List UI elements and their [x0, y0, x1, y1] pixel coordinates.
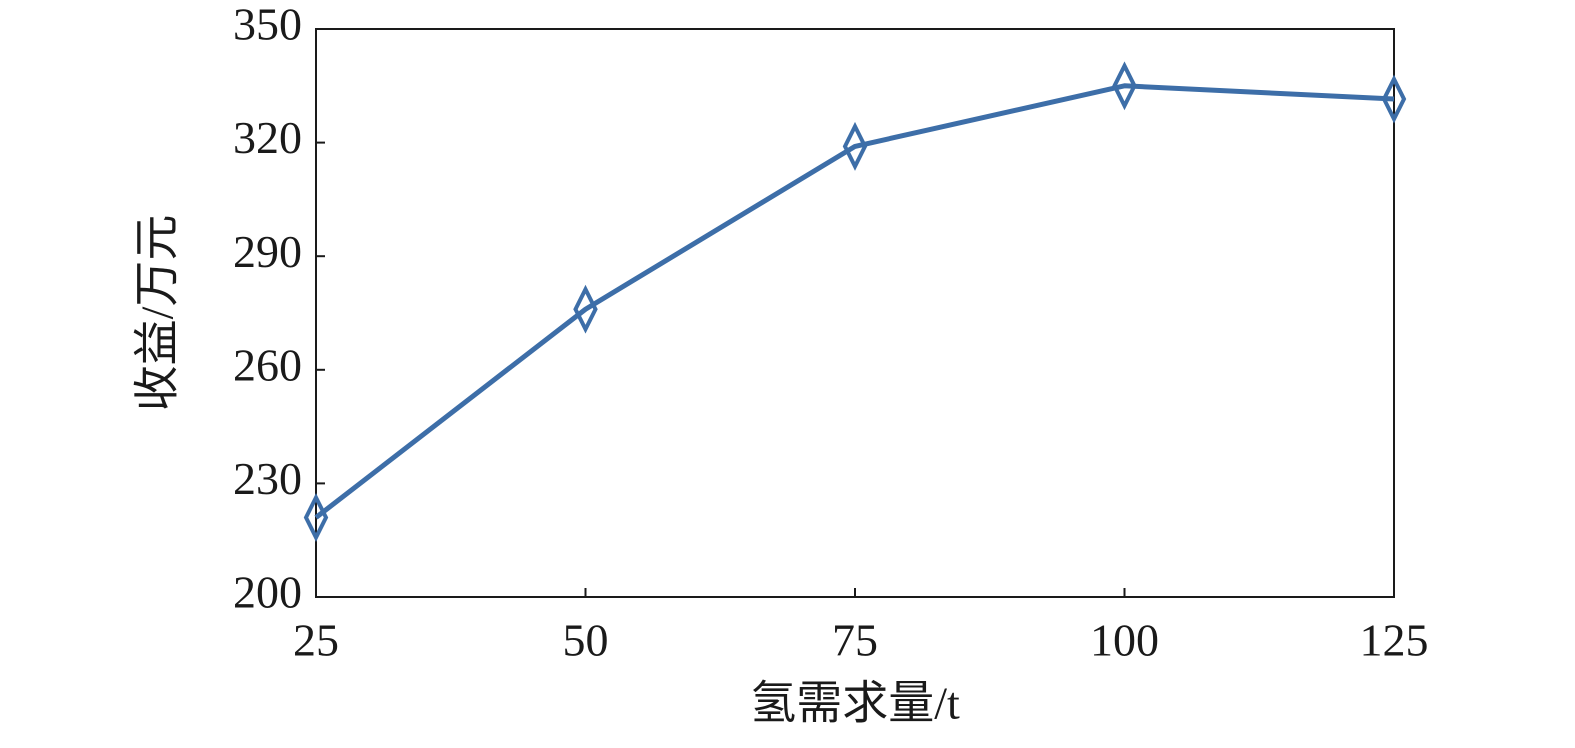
x-tick-label: 75: [832, 615, 878, 666]
marker: [842, 121, 868, 171]
x-tick-label: 125: [1360, 615, 1429, 666]
y-tick-label: 290: [233, 226, 302, 277]
y-tick-label: 200: [233, 567, 302, 618]
marker: [1381, 74, 1407, 124]
marker: [573, 284, 598, 334]
x-axis-label: 氢需求量/t: [750, 678, 960, 729]
y-tick-label: 350: [233, 0, 302, 50]
y-tick-label: 320: [233, 112, 302, 163]
x-tick-label: 25: [293, 615, 339, 666]
y-tick-label: 230: [233, 453, 302, 504]
y-tick-label: 260: [233, 339, 302, 390]
marker: [303, 493, 329, 542]
x-tick-label: 50: [563, 615, 609, 666]
x-tick-label: 100: [1090, 615, 1159, 666]
plot-frame: [315, 28, 1395, 598]
y-axis-label: 收益/万元: [132, 215, 183, 412]
line: [314, 83, 1395, 520]
marker: [1112, 61, 1137, 111]
